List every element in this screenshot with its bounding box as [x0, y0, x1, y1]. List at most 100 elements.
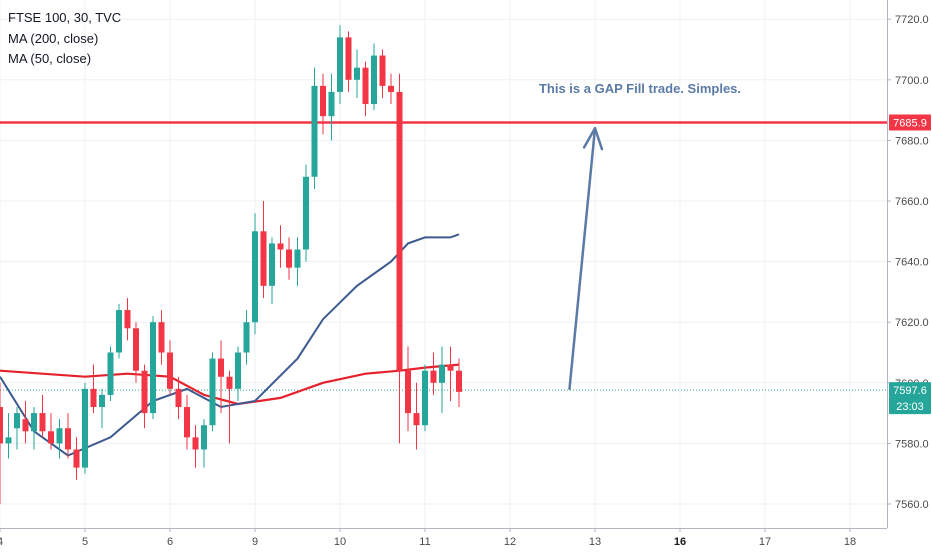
- candle-body: [226, 376, 233, 389]
- time-tick-label: 6: [167, 536, 173, 548]
- price-tick-label: 7620.0: [895, 317, 929, 329]
- candle-body: [311, 85, 318, 177]
- candle: [133, 322, 139, 383]
- candle: [192, 425, 199, 468]
- annotation-text: This is a GAP Fill trade. Simples.: [539, 81, 741, 96]
- candle-body: [141, 370, 148, 414]
- candle-body: [175, 388, 182, 408]
- price-tick-label: 7720.0: [895, 14, 929, 26]
- current-price-badge: [889, 382, 931, 415]
- candle-body: [430, 370, 437, 383]
- candle-body: [328, 91, 335, 117]
- candle-body: [65, 428, 71, 450]
- candle-body: [260, 231, 267, 286]
- time-tick-label: 9: [252, 536, 258, 548]
- price-tick-label: 7560.0: [895, 499, 929, 511]
- candle-body: [150, 322, 156, 414]
- legend: FTSE 100, 30, TVC MA (200, close) MA (50…: [8, 10, 121, 66]
- candle: [269, 237, 275, 305]
- time-tick-label: 11: [419, 536, 430, 548]
- candle-body: [209, 358, 216, 426]
- candle-body: [388, 85, 394, 92]
- candle: [150, 316, 156, 420]
- candle-body: [243, 322, 250, 353]
- price-tick-label: 7700.0: [895, 75, 929, 87]
- candle: [22, 400, 29, 444]
- candle: [337, 25, 343, 105]
- time-tick-label: 5: [82, 536, 88, 548]
- candle-body: [252, 231, 258, 323]
- candle-body: [235, 352, 241, 389]
- current-price-badge-label: 7597.6: [893, 385, 927, 397]
- candle: [141, 364, 148, 429]
- price-tick-label: 7580.0: [895, 438, 929, 450]
- candle-body: [294, 249, 301, 268]
- price-tick-label: 7680.0: [895, 135, 929, 147]
- candle-body: [277, 243, 284, 250]
- candle: [65, 413, 71, 459]
- legend-ma50: MA (50, close): [8, 51, 91, 66]
- candle: [99, 388, 105, 429]
- candle-body: [396, 91, 403, 371]
- candle-body: [192, 437, 199, 450]
- candle-body: [422, 370, 428, 426]
- candle-body: [31, 413, 37, 432]
- candle-body: [99, 394, 105, 408]
- candle-body: [337, 37, 343, 92]
- candle-body: [5, 437, 12, 444]
- price-axis[interactable]: 7720.07700.07680.07660.07640.07620.07600…: [887, 0, 929, 528]
- candle: [396, 73, 403, 444]
- candle: [158, 310, 165, 365]
- candle: [447, 346, 454, 401]
- candle: [371, 43, 377, 111]
- candle-body: [405, 370, 411, 414]
- time-tick-label: 10: [334, 536, 346, 548]
- time-tick-label: 16: [674, 536, 686, 548]
- horizontal-level-layer: [0, 121, 887, 391]
- candle-body: [269, 243, 275, 286]
- arrow-head: [582, 127, 604, 151]
- candle: [226, 370, 233, 444]
- candle: [379, 49, 386, 98]
- candle: [354, 49, 360, 98]
- candle: [48, 413, 54, 450]
- candle: [90, 364, 97, 414]
- candle: [328, 73, 335, 141]
- candle-body: [133, 328, 139, 371]
- price-badges: 7685.9 7597.6 23:03: [889, 114, 931, 415]
- time-tick-label: 18: [844, 536, 856, 548]
- candle: [73, 437, 80, 480]
- time-axis[interactable]: 4 5 6 9 10 11 12 13 16 17 18: [0, 528, 887, 548]
- candle-body: [303, 176, 309, 250]
- candle: [0, 382, 3, 504]
- candle: [362, 61, 369, 117]
- candle-body: [0, 407, 3, 444]
- candlesticks: [0, 25, 462, 504]
- candle-body: [73, 449, 80, 468]
- candle: [5, 413, 12, 459]
- candle-body: [116, 310, 122, 353]
- candle: [277, 225, 284, 268]
- candle: [252, 213, 258, 335]
- countdown-badge-label: 23:03: [896, 401, 924, 413]
- candle-body: [56, 428, 63, 444]
- candle: [243, 310, 250, 365]
- candle: [235, 346, 241, 401]
- candle: [413, 382, 420, 450]
- candle-body: [48, 431, 54, 444]
- candle: [39, 394, 46, 438]
- candle: [209, 352, 216, 432]
- time-tick-label: 13: [589, 536, 601, 548]
- candle-body: [413, 413, 420, 426]
- candle: [422, 364, 428, 432]
- candle-body: [184, 407, 190, 438]
- candle: [430, 352, 437, 395]
- grid: [0, 0, 887, 528]
- candle-body: [22, 419, 29, 432]
- candle-body: [14, 413, 20, 429]
- legend-ma200: MA (200, close): [8, 31, 98, 46]
- candle-body: [447, 364, 454, 371]
- arrow-shaft: [568, 127, 597, 391]
